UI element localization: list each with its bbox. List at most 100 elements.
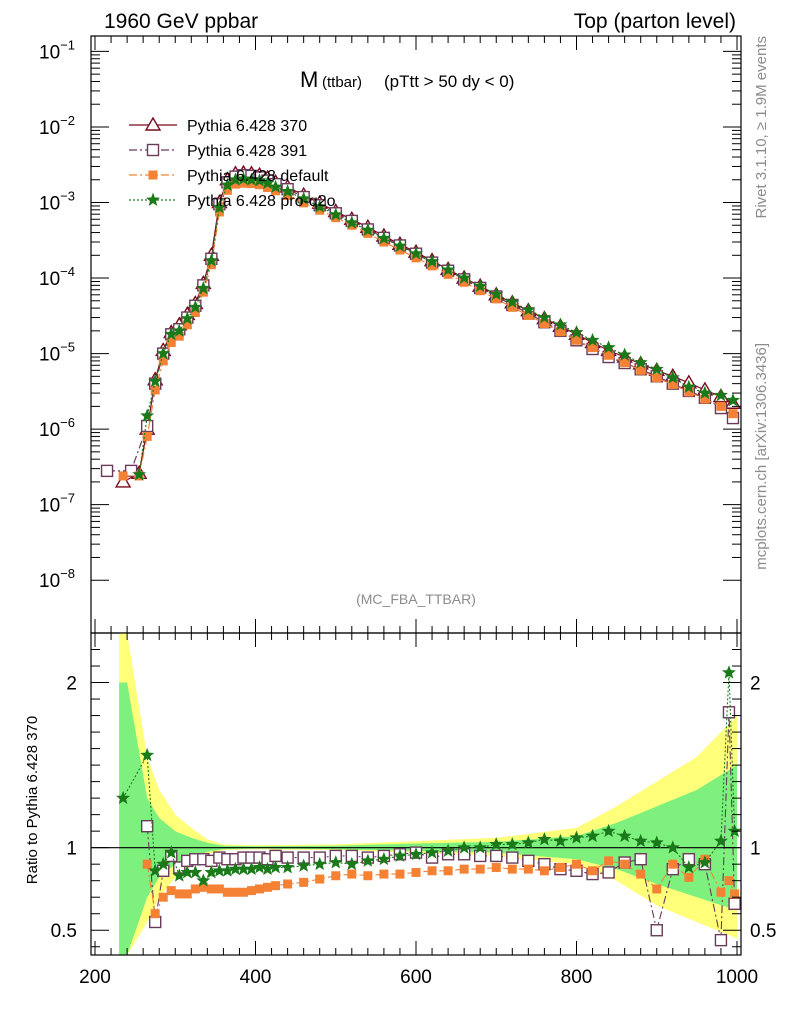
data-point-default	[668, 379, 678, 389]
ratio-point-pro-q2o	[252, 860, 267, 874]
analysis-tag: (MC_FBA_TTBAR)	[356, 591, 476, 607]
y-tick-label: 10−3	[39, 188, 75, 214]
x-tick-label: 200	[79, 967, 111, 988]
y-tick-label: 10−4	[39, 264, 75, 290]
ratio-point-default	[604, 856, 614, 866]
data-point-default	[158, 356, 168, 366]
ratio-point-pro-q2o	[312, 856, 327, 871]
legend-label-pro-q2o: Pythia 6.428 pro-q2o	[187, 193, 336, 210]
ratio-y-tick-label: 0.5	[51, 921, 77, 942]
plot-title-sub: (ttbar)	[322, 74, 362, 91]
ratio-point-default	[347, 869, 357, 879]
ratio-point-pro-q2o	[714, 833, 728, 847]
ratio-point-default	[263, 882, 273, 892]
data-point-default	[395, 245, 405, 255]
data-point-default	[238, 178, 248, 188]
ratio-point-p391	[714, 933, 728, 947]
data-point-default	[283, 190, 293, 200]
ratio-point-p391	[650, 924, 663, 937]
data-point-default	[363, 228, 373, 238]
series-default	[118, 178, 738, 481]
ratio-point-default	[491, 862, 501, 872]
data-point-pro-q2o	[473, 278, 488, 293]
ratio-point-default	[411, 867, 421, 877]
data-point-pro-q2o	[196, 281, 211, 295]
ratio-point-pro-q2o	[409, 846, 423, 861]
legend-marker-default	[148, 170, 158, 180]
ratio-point-pro-q2o	[722, 665, 736, 679]
y-tick-exponent: −3	[60, 188, 75, 203]
ratio-point-default	[652, 884, 662, 894]
data-point-default	[379, 237, 389, 247]
ratio-point-p391	[602, 866, 615, 879]
data-point-default	[214, 207, 224, 217]
data-point-pro-q2o	[569, 325, 584, 339]
plot-title-cut: (pTtt > 50 dy < 0)	[384, 72, 514, 91]
x-tick-label: 1000	[716, 967, 758, 988]
main-plot-panel: 10−8 10−7 10−6 10−5 10−4 10−3 10−2 10−1 M (ttba…	[39, 35, 742, 634]
x-tick-label: 400	[240, 967, 272, 988]
ratio-point-default	[523, 864, 533, 874]
y-tick-label: 10−8	[39, 566, 75, 592]
ratio-point-default	[190, 884, 200, 894]
data-point-default	[604, 350, 614, 360]
ratio-point-pro-q2o	[521, 835, 536, 849]
data-point-pro-q2o	[172, 323, 187, 337]
legend: Pythia 6.428 370 Pythia 6.428 391 Pythia 6…	[129, 116, 336, 210]
data-point-pro-q2o	[156, 346, 171, 360]
ratio-point-default	[724, 876, 734, 886]
data-point-pro-q2o	[376, 231, 391, 245]
data-point-pro-q2o	[649, 361, 664, 376]
data-point-default	[299, 198, 309, 208]
ratio-point-default	[246, 886, 256, 896]
ratio-point-pro-q2o	[116, 790, 131, 805]
data-point-pro-q2o	[268, 179, 283, 193]
band-yellow	[119, 633, 738, 955]
legend-marker-p391	[146, 143, 160, 157]
data-point-pro-q2o	[726, 393, 740, 407]
ratio-point-default	[283, 879, 293, 889]
y-tick-exponent: −1	[60, 37, 75, 52]
y-tick-label: 10−5	[39, 340, 75, 366]
data-point-default	[620, 358, 630, 368]
ratio-point-pro-q2o	[393, 848, 407, 862]
x-tick-label: 800	[561, 967, 593, 988]
data-point-default	[263, 182, 273, 192]
data-point-default	[652, 373, 662, 383]
ratio-point-default	[142, 859, 152, 869]
data-point-pro-q2o	[585, 332, 600, 347]
ratio-point-default	[539, 866, 549, 876]
ratio-point-p391	[490, 849, 503, 863]
uncertainty-bands	[119, 633, 738, 955]
ratio-y-axis-label: Ratio to Pythia 6.428 370	[24, 716, 41, 884]
ratio-point-p391	[140, 820, 154, 833]
y-tick-exponent: −7	[60, 491, 75, 506]
series-pro-q2o	[132, 171, 740, 481]
ratio-point-pro-q2o	[140, 747, 155, 762]
data-point-default	[700, 394, 710, 404]
data-point-pro-q2o	[140, 408, 155, 422]
legend-label-p391: Pythia 6.428 391	[187, 143, 307, 160]
legend-label-p370: Pythia 6.428 370	[187, 118, 307, 135]
data-point-default	[684, 387, 694, 397]
data-point-default	[150, 385, 160, 395]
data-point-default	[475, 286, 485, 296]
rivet-label: Rivet 3.1.10, ≥ 1.9M events	[753, 36, 770, 219]
data-point-default	[246, 179, 256, 189]
series-line-pro-q2o	[138, 178, 734, 475]
ratio-point-default	[150, 909, 160, 919]
data-point-pro-q2o	[180, 311, 195, 325]
main-series-layer	[100, 164, 742, 488]
ratio-point-default	[395, 869, 405, 879]
ratio-y-tick-label-right: 1	[750, 839, 761, 860]
data-point-default	[443, 269, 453, 279]
ratio-point-pro-q2o	[649, 835, 664, 849]
data-point-default	[507, 302, 517, 312]
ratio-point-default	[331, 871, 341, 881]
ratio-point-p391	[722, 706, 736, 719]
ratio-point-default	[507, 864, 517, 874]
data-point-pro-q2o	[409, 246, 423, 260]
ratio-point-pro-q2o	[425, 845, 439, 859]
data-point-pro-q2o	[521, 302, 536, 316]
legend-marker-pro-q2o	[146, 192, 160, 206]
